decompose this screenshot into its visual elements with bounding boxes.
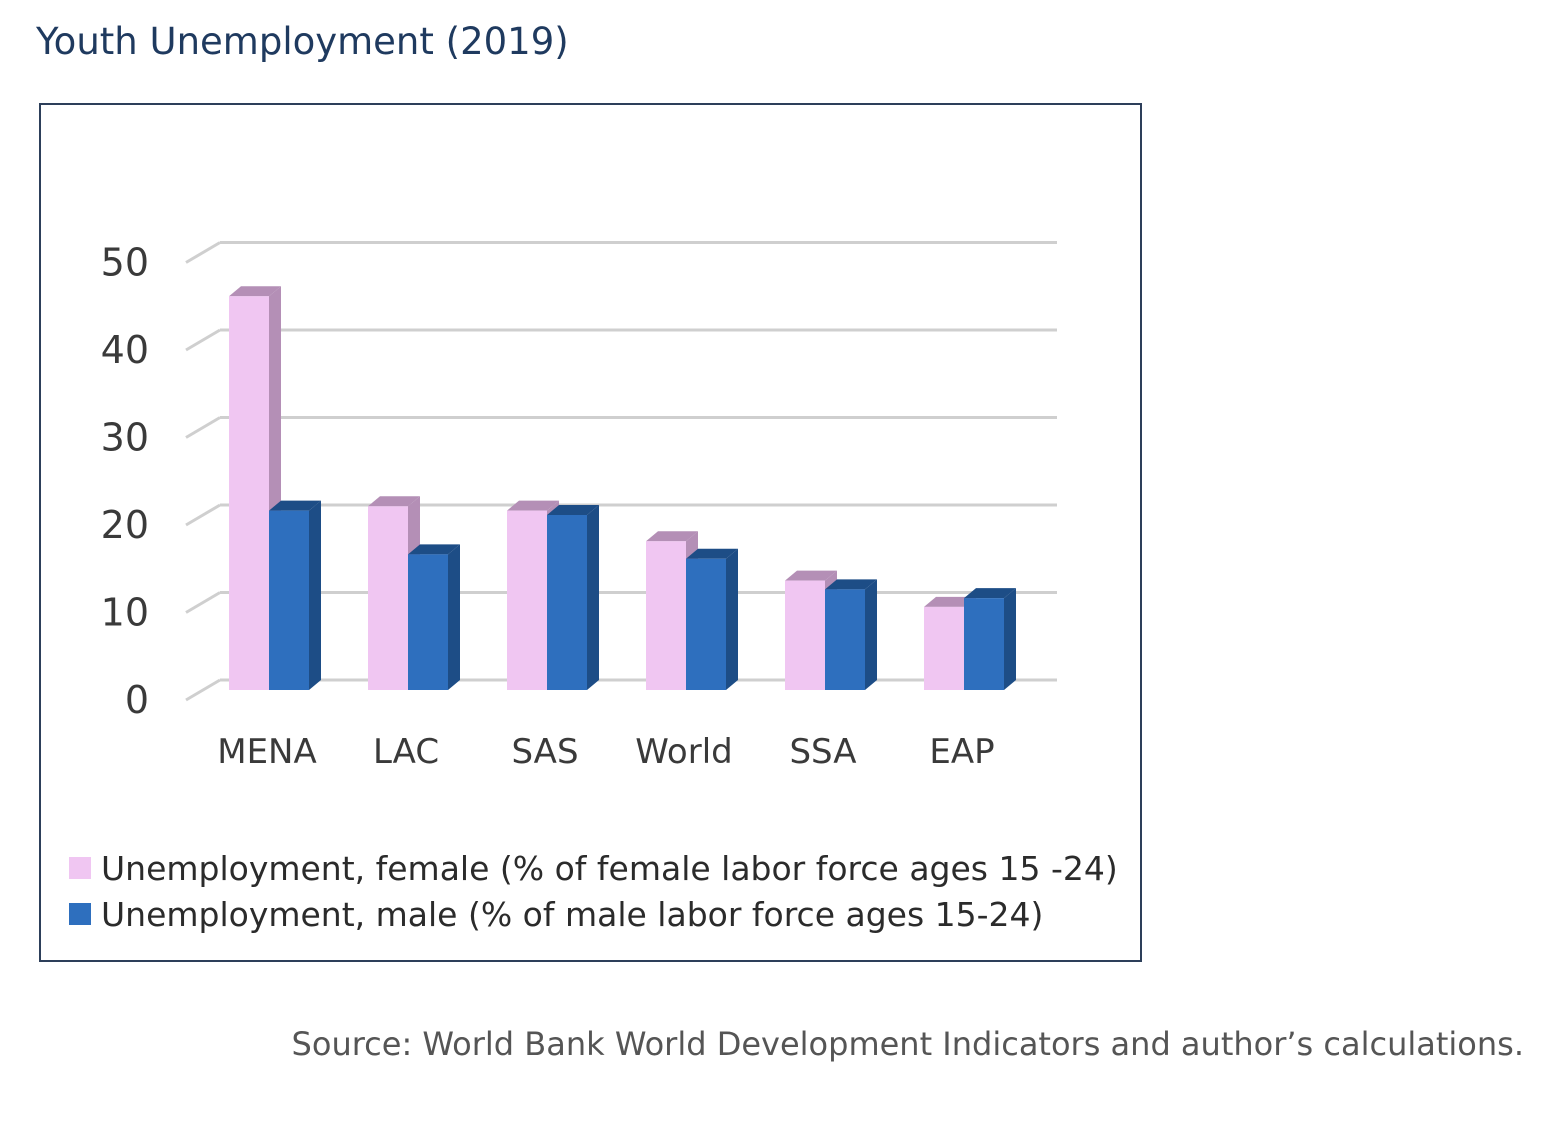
category-label: EAP <box>929 732 994 772</box>
bar-male-mena-front <box>269 510 309 690</box>
bar-male-ssa-top <box>825 579 877 590</box>
x-axis-categories: MENA LAC SAS World SSA EAP <box>217 732 994 772</box>
bar-male-sas-side <box>587 505 599 690</box>
gridline-diagonal <box>185 416 221 439</box>
bar-female-mena-front <box>229 296 269 690</box>
bar-male-ssa-front <box>825 589 865 690</box>
bars <box>229 286 1016 690</box>
category-label: LAC <box>373 732 439 772</box>
bar-male-mena-side <box>309 500 321 690</box>
bar-male-eap <box>964 588 1016 690</box>
chart-frame: 0 10 20 30 40 50 MENA LAC SAS World SSA EAP Unempl… <box>39 103 1142 962</box>
legend-swatch-female <box>69 857 91 879</box>
bar-male-world <box>686 548 738 690</box>
gridline-diagonal <box>185 328 221 352</box>
bar-male-mena-top <box>269 500 321 511</box>
y-tick-label: 30 <box>101 416 149 460</box>
bar-male-world-front <box>686 558 726 690</box>
gridline-diagonal <box>185 241 221 264</box>
category-label: SAS <box>511 732 578 772</box>
legend-label-female: Unemployment, female (% of female labor … <box>101 848 1118 888</box>
bar-male-lac-top <box>408 544 460 555</box>
bar-male-sas-top <box>547 505 599 515</box>
y-tick-label: 50 <box>101 241 149 285</box>
bar-male-sas-front <box>547 515 587 690</box>
bar-female-ssa-top <box>785 570 837 581</box>
gridline-diagonal <box>185 678 221 702</box>
bar-female-mena-top <box>229 286 281 297</box>
category-label: MENA <box>217 732 317 772</box>
bar-male-lac <box>408 544 460 690</box>
y-tick-label: 40 <box>101 328 149 372</box>
y-axis-ticks: 0 10 20 30 40 50 <box>101 241 149 723</box>
bar-male-eap-side <box>1004 588 1016 690</box>
bar-female-lac-front <box>368 506 408 690</box>
gridline-diagonal <box>185 591 221 614</box>
y-tick-label: 10 <box>101 591 149 635</box>
bar-female-ssa-front <box>785 580 825 690</box>
source-note: Source: World Bank World Development Ind… <box>291 1025 1524 1063</box>
bar-female-world-front <box>646 541 686 690</box>
legend-label-male: Unemployment, male (% of male labor forc… <box>101 894 1044 934</box>
legend-item-female: Unemployment, female (% of female labor … <box>69 845 1118 891</box>
bar-female-world-top <box>646 531 698 542</box>
legend-item-male: Unemployment, male (% of male labor forc… <box>69 891 1118 937</box>
bar-male-lac-front <box>408 554 448 690</box>
bar-male-mena <box>269 500 321 690</box>
bar-female-eap-top <box>924 596 976 607</box>
bar-female-sas-front <box>507 510 547 690</box>
bar-male-ssa-side <box>865 579 877 690</box>
gridlines <box>185 241 1057 702</box>
category-label: World <box>635 732 732 772</box>
bar-female-sas-top <box>507 500 559 511</box>
bar-male-world-side <box>726 548 738 690</box>
gridline-diagonal <box>185 503 221 527</box>
bar-male-sas <box>547 505 599 690</box>
bar-male-ssa <box>825 579 877 690</box>
category-label: SSA <box>789 732 856 772</box>
bar-chart: 0 10 20 30 40 50 MENA LAC SAS World SSA EAP <box>101 241 1057 772</box>
page-title: Youth Unemployment (2019) <box>36 20 569 63</box>
legend: Unemployment, female (% of female labor … <box>69 845 1118 937</box>
bar-female-lac-top <box>368 496 420 507</box>
bar-male-eap-top <box>964 588 1016 599</box>
bar-male-world-top <box>686 548 738 559</box>
legend-swatch-male <box>69 903 91 925</box>
bar-female-eap-front <box>924 606 964 690</box>
y-tick-label: 20 <box>101 503 149 547</box>
bar-male-lac-side <box>448 544 460 690</box>
bar-male-eap-front <box>964 598 1004 690</box>
y-tick-label: 0 <box>125 678 149 722</box>
